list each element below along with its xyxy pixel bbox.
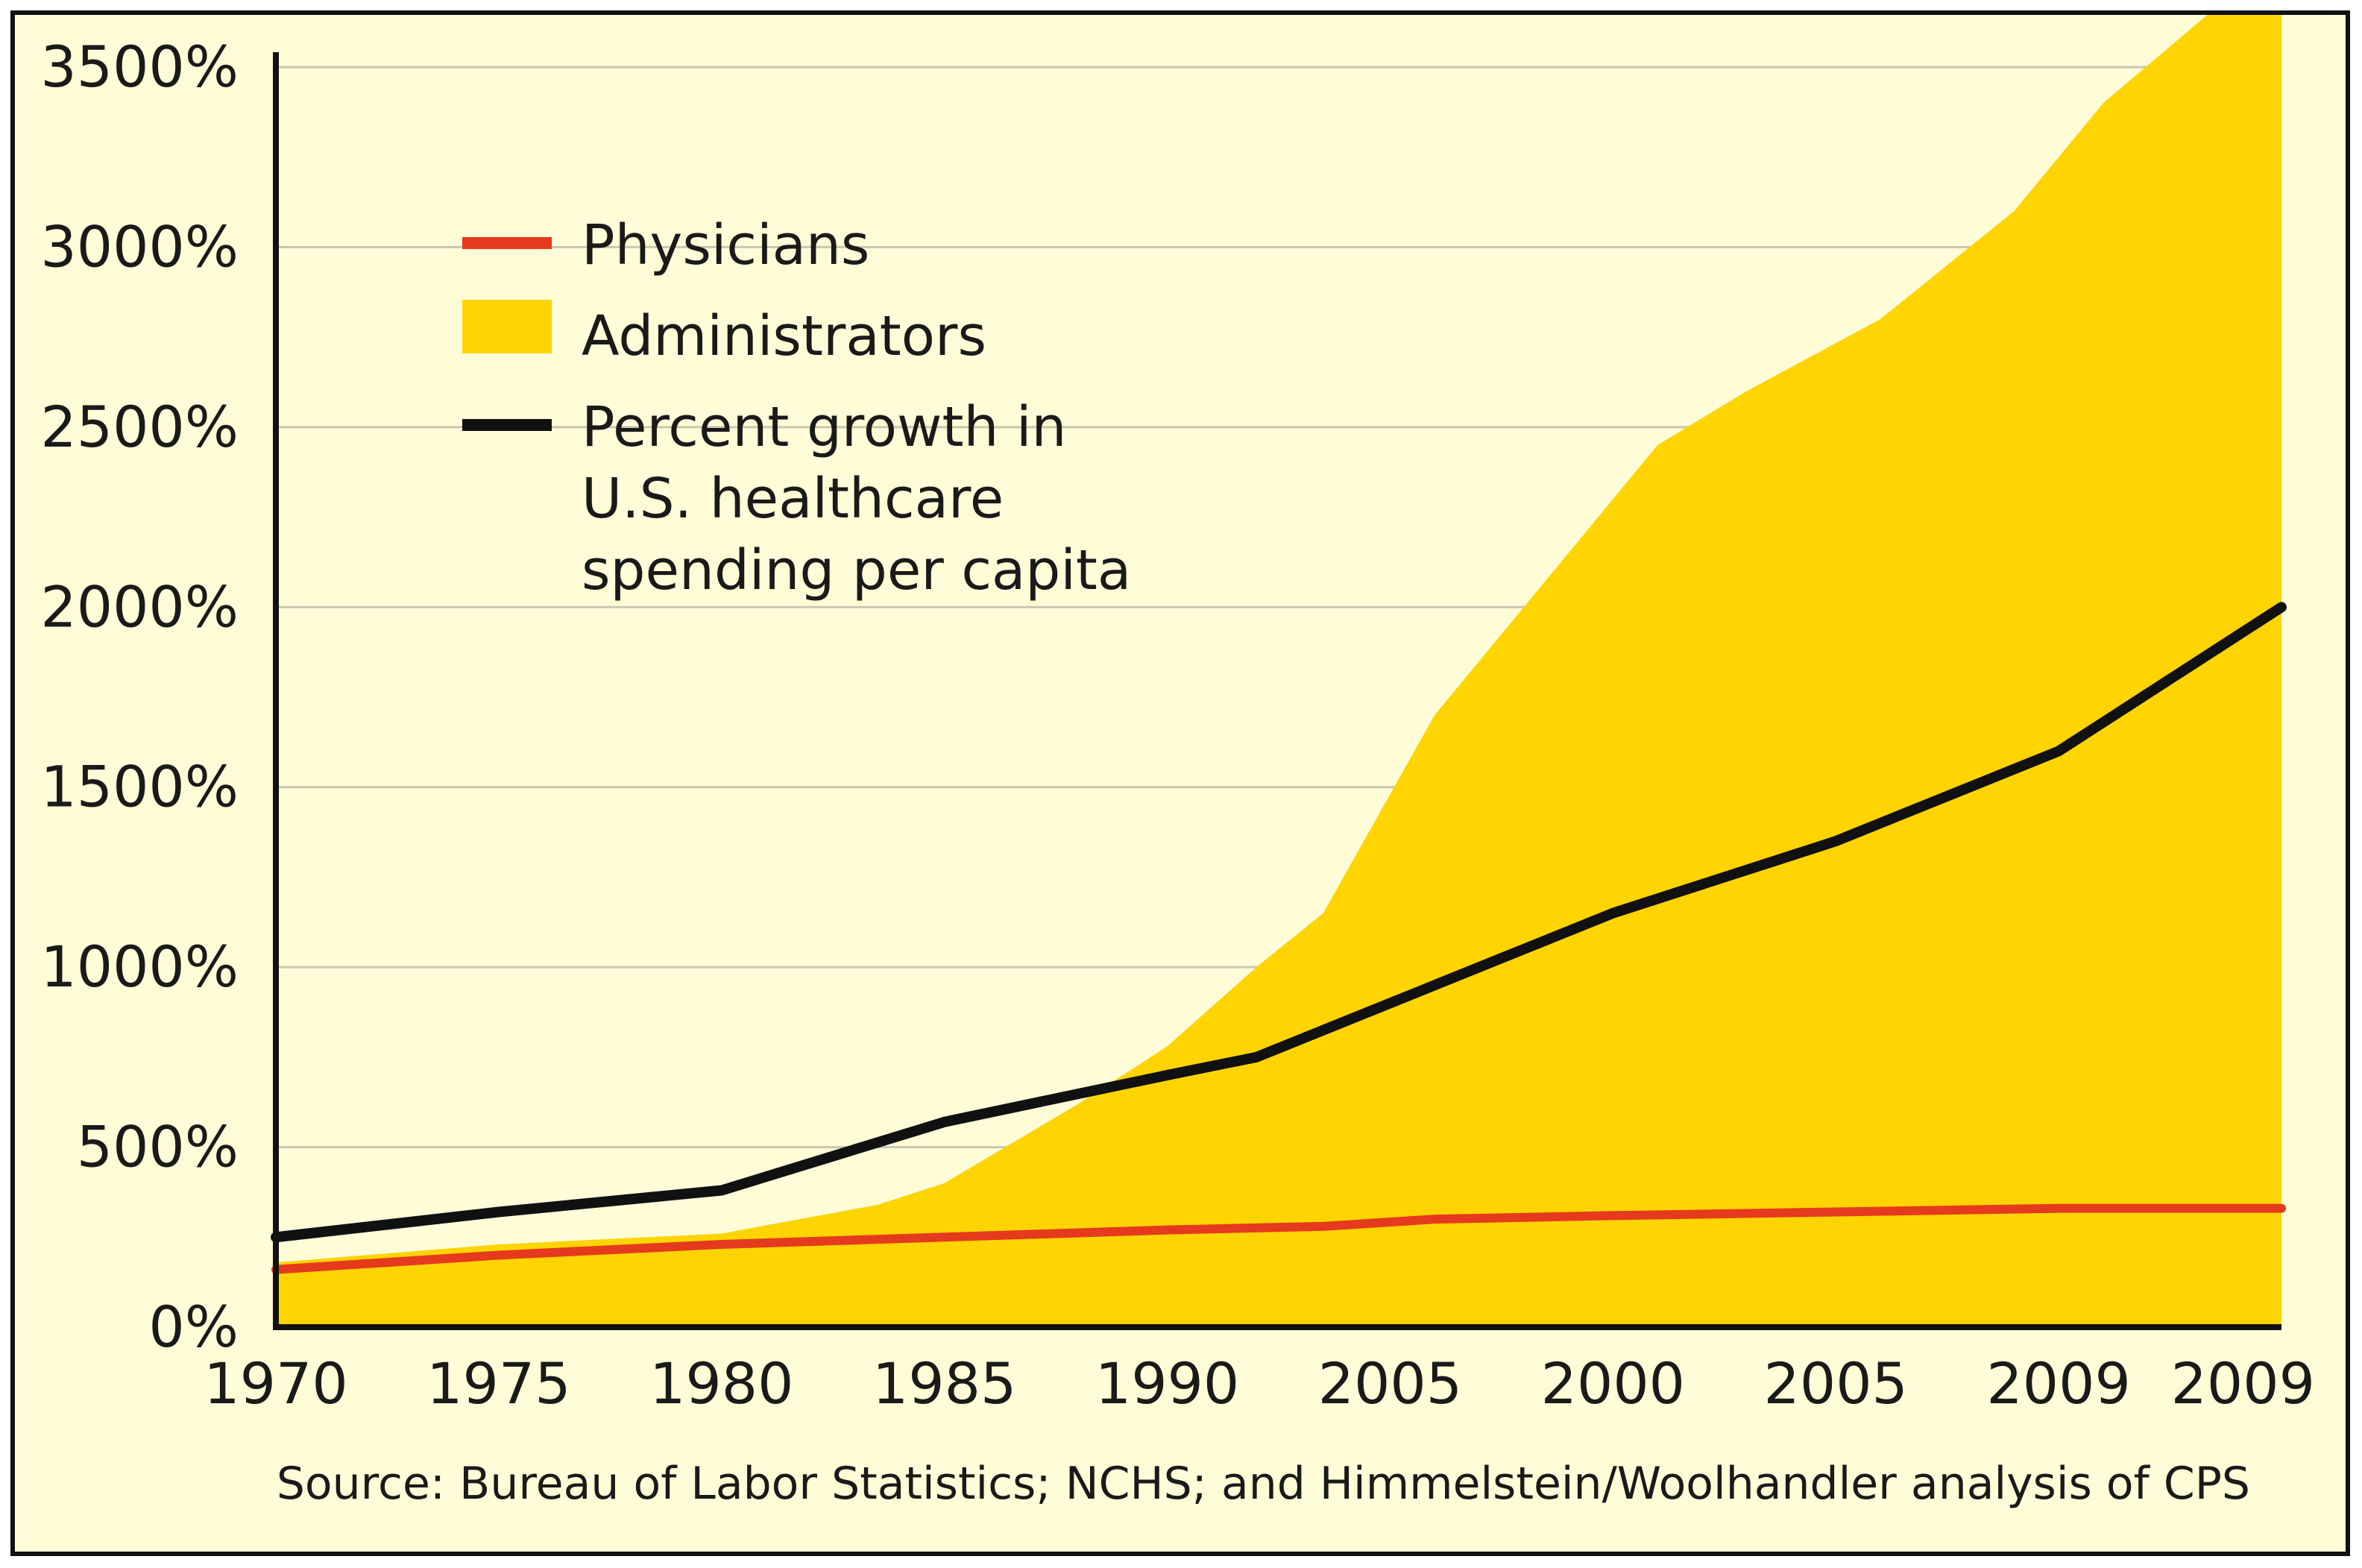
y-tick-label: 3000% xyxy=(40,213,239,280)
y-tick-label: 1000% xyxy=(40,933,239,1000)
x-tick-label: 1985 xyxy=(872,1350,1016,1417)
y-tick-label: 500% xyxy=(77,1114,239,1180)
y-tick-label: 2500% xyxy=(40,394,239,460)
legend: Physicians Administrators Percent growth i… xyxy=(462,213,1131,602)
y-tick-labels: 0% 500% 1000% 1500% 2000% 2500% 3000% 3500% xyxy=(40,34,239,1360)
legend-label: Administrators xyxy=(582,304,986,368)
series-line-physicians xyxy=(271,1203,2286,1274)
line-layer xyxy=(271,602,2287,1274)
legend-swatch-box xyxy=(462,300,552,353)
legend-label: Physicians xyxy=(582,213,869,277)
x-tick-label: 2000 xyxy=(1541,1350,1685,1417)
y-tick-label: 3500% xyxy=(40,34,239,100)
chart-svg: 0% 500% 1000% 1500% 2000% 2500% 3000% 3500% 197… xyxy=(40,15,2315,1510)
x-tick-label: 2005 xyxy=(1318,1350,1462,1417)
x-tick-label: 2009 xyxy=(1986,1350,2130,1417)
gridlines xyxy=(276,66,2281,1149)
x-tick-label: 1980 xyxy=(649,1350,793,1417)
legend-label: U.S. healthcare xyxy=(582,467,1004,531)
area-layer xyxy=(276,15,2281,1327)
series-line-spending xyxy=(271,602,2287,1243)
legend-label: spending per capita xyxy=(582,538,1131,602)
legend-entry: Administrators xyxy=(462,300,986,368)
chart-frame: 0% 500% 1000% 1500% 2000% 2500% 3000% 3500% 197… xyxy=(10,10,2350,1556)
source-note: Source: Bureau of Labor Statistics; NCHS… xyxy=(277,1458,2250,1510)
x-tick-label: 1990 xyxy=(1095,1350,1239,1417)
x-tick-labels: 1970 1975 1980 1985 1990 2005 2000 2005 2009 2009 xyxy=(204,1350,2315,1417)
legend-entry: Percent growth in U.S. healthcare spending… xyxy=(462,395,1131,602)
series-area-administrators xyxy=(276,15,2281,1327)
x-tick-label: 1975 xyxy=(426,1350,570,1417)
x-tick-label: 2005 xyxy=(1764,1350,1908,1417)
x-tick-label: 1970 xyxy=(204,1350,347,1417)
axes xyxy=(273,52,2281,1330)
x-tick-label: 2009 xyxy=(2171,1350,2315,1417)
y-tick-label: 2000% xyxy=(40,573,239,640)
y-tick-label: 1500% xyxy=(40,754,239,820)
legend-entry: Physicians xyxy=(462,213,869,277)
legend-label: Percent growth in xyxy=(582,395,1066,459)
y-tick-label: 0% xyxy=(148,1294,239,1360)
